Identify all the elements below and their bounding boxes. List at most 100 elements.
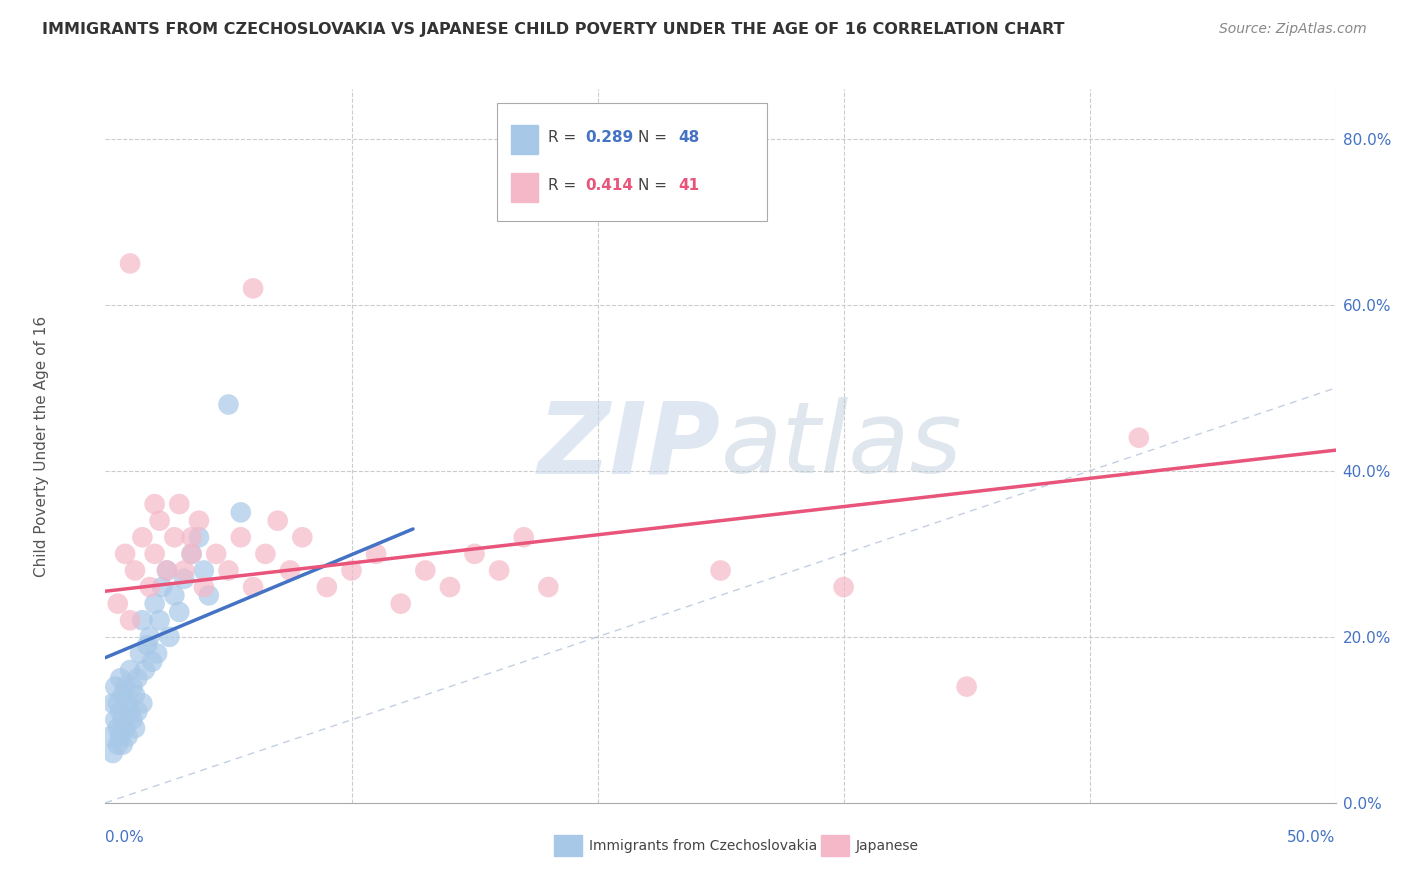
- FancyBboxPatch shape: [496, 103, 768, 221]
- Point: [173, 564, 195, 578]
- Point: [107, 597, 129, 611]
- Point: [138, 630, 162, 644]
- Point: [439, 580, 461, 594]
- Point: [163, 530, 186, 544]
- Point: [278, 564, 301, 578]
- Point: [120, 256, 141, 270]
- Point: [120, 613, 141, 627]
- Point: [138, 580, 162, 594]
- Text: 0.414: 0.414: [585, 178, 633, 193]
- Point: [218, 397, 240, 411]
- Point: [710, 564, 733, 578]
- Point: [156, 564, 179, 578]
- Point: [1128, 431, 1150, 445]
- Text: R =: R =: [548, 130, 582, 145]
- Point: [180, 547, 202, 561]
- Point: [254, 547, 277, 561]
- Point: [127, 705, 149, 719]
- Point: [111, 738, 134, 752]
- Text: N =: N =: [638, 130, 672, 145]
- Point: [101, 696, 124, 710]
- Point: [150, 580, 173, 594]
- Point: [117, 730, 139, 744]
- Point: [101, 746, 124, 760]
- Point: [205, 547, 228, 561]
- Text: 0.289: 0.289: [585, 130, 634, 145]
- Point: [114, 547, 136, 561]
- Point: [114, 721, 136, 735]
- Text: IMMIGRANTS FROM CZECHOSLOVAKIA VS JAPANESE CHILD POVERTY UNDER THE AGE OF 16 COR: IMMIGRANTS FROM CZECHOSLOVAKIA VS JAPANE…: [42, 22, 1064, 37]
- Point: [110, 671, 132, 685]
- Point: [143, 597, 166, 611]
- Point: [131, 613, 153, 627]
- Point: [173, 572, 195, 586]
- Point: [121, 713, 143, 727]
- Text: 48: 48: [679, 130, 700, 145]
- Point: [159, 630, 180, 644]
- Point: [188, 514, 211, 528]
- Point: [156, 564, 179, 578]
- Point: [107, 738, 129, 752]
- Point: [129, 647, 152, 661]
- Point: [193, 580, 215, 594]
- Point: [229, 505, 252, 519]
- Point: [488, 564, 510, 578]
- Text: atlas: atlas: [721, 398, 962, 494]
- Point: [107, 721, 129, 735]
- Point: [218, 564, 240, 578]
- Point: [111, 688, 134, 702]
- Point: [107, 696, 129, 710]
- Point: [180, 530, 202, 544]
- Point: [143, 547, 166, 561]
- Point: [121, 680, 143, 694]
- Text: ZIP: ZIP: [537, 398, 721, 494]
- Text: N =: N =: [638, 178, 672, 193]
- Point: [169, 497, 191, 511]
- Text: 50.0%: 50.0%: [1288, 830, 1336, 845]
- Point: [513, 530, 536, 544]
- Point: [193, 564, 215, 578]
- Point: [143, 497, 166, 511]
- Bar: [512, 125, 538, 153]
- Point: [111, 713, 134, 727]
- Point: [149, 613, 172, 627]
- Point: [110, 705, 132, 719]
- Bar: [821, 835, 849, 856]
- Text: R =: R =: [548, 178, 582, 193]
- Point: [267, 514, 290, 528]
- Point: [124, 721, 146, 735]
- Point: [124, 688, 146, 702]
- Point: [340, 564, 363, 578]
- Point: [315, 580, 337, 594]
- Bar: [512, 173, 538, 202]
- Point: [141, 655, 163, 669]
- Point: [104, 713, 127, 727]
- Point: [134, 663, 156, 677]
- Point: [104, 680, 127, 694]
- Point: [389, 597, 412, 611]
- Point: [131, 696, 153, 710]
- Text: Immigrants from Czechoslovakia: Immigrants from Czechoslovakia: [589, 838, 817, 853]
- Point: [146, 647, 169, 661]
- Point: [291, 530, 314, 544]
- Point: [136, 638, 159, 652]
- Text: Source: ZipAtlas.com: Source: ZipAtlas.com: [1219, 22, 1367, 37]
- Point: [229, 530, 252, 544]
- Point: [120, 663, 141, 677]
- Point: [956, 680, 979, 694]
- Point: [242, 580, 264, 594]
- Point: [110, 730, 132, 744]
- Point: [98, 730, 122, 744]
- Point: [180, 547, 202, 561]
- Point: [127, 671, 149, 685]
- Point: [537, 580, 560, 594]
- Text: Child Poverty Under the Age of 16: Child Poverty Under the Age of 16: [34, 316, 49, 576]
- Text: 0.0%: 0.0%: [105, 830, 145, 845]
- Point: [114, 680, 136, 694]
- Point: [120, 705, 141, 719]
- Text: Japanese: Japanese: [856, 838, 920, 853]
- Point: [197, 588, 221, 602]
- Point: [169, 605, 191, 619]
- Point: [163, 588, 186, 602]
- Point: [117, 696, 139, 710]
